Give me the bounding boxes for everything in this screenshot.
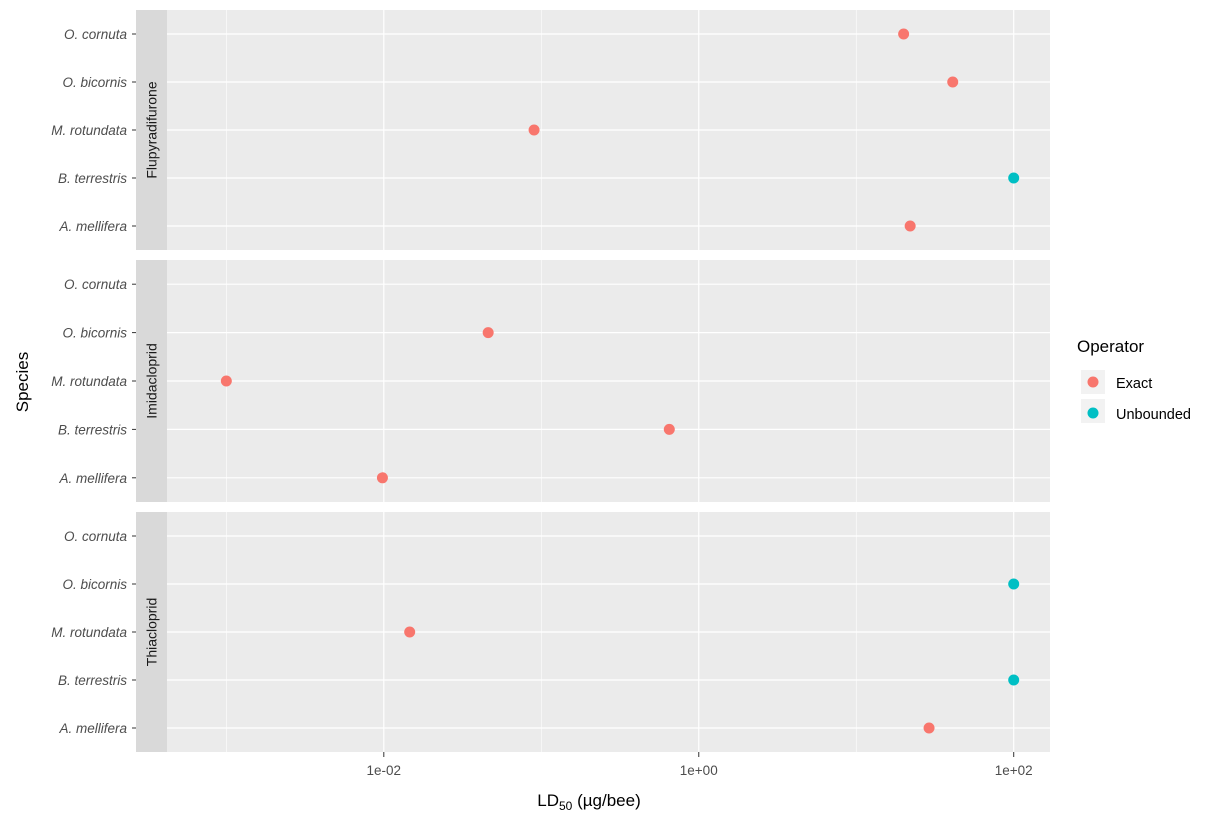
point-thiacloprid-o-bicornis [1008, 578, 1020, 590]
facet-strip-label: Imidacloprid [144, 343, 160, 418]
facet-thiacloprid: O. cornuta O. bicornis M. rotundata B. terr… [51, 512, 1050, 752]
facet-strip-label: Flupyradifurone [144, 81, 160, 178]
y-tick-label: B. terrestris [58, 673, 127, 688]
point-imidacloprid-o-bicornis [482, 327, 494, 339]
point-flupyradifurone-b-terrestris [1008, 172, 1020, 184]
legend-label-exact: Exact [1116, 376, 1152, 392]
y-tick-label: O. bicornis [62, 326, 127, 341]
facet-strip [136, 512, 167, 752]
facet-flupyradifurone: O. cornuta O. bicornis M. rotundata B. terr… [51, 10, 1050, 250]
y-tick-label: M. rotundata [51, 374, 127, 389]
y-tick-label: O. cornuta [64, 529, 128, 544]
y-tick-label: O. bicornis [62, 577, 127, 592]
point-flupyradifurone-a-mellifera [904, 220, 916, 232]
legend: Operator Exact Unbounded [1077, 337, 1191, 423]
y-axis-title: Species [13, 352, 32, 412]
point-thiacloprid-a-mellifera [923, 722, 935, 734]
point-thiacloprid-m-rotundata [404, 626, 416, 638]
legend-swatch-exact [1087, 376, 1099, 388]
legend-swatch-unbounded [1087, 407, 1099, 419]
y-tick-label: B. terrestris [58, 171, 127, 186]
x-axis-title-unit: (µg/bee) [572, 791, 640, 810]
x-axis-title-sub: 50 [559, 799, 573, 813]
y-tick-label: A. mellifera [58, 471, 127, 486]
point-imidacloprid-a-mellifera [376, 472, 388, 484]
point-thiacloprid-b-terrestris [1008, 674, 1020, 686]
y-tick-label: O. cornuta [64, 277, 128, 292]
point-imidacloprid-m-rotundata [220, 375, 232, 387]
point-flupyradifurone-o-cornuta [898, 28, 910, 40]
facet-strip [136, 10, 167, 250]
x-axis-title: LD50 (µg/bee) [537, 791, 640, 813]
legend-title: Operator [1077, 337, 1144, 356]
x-axis-title-main: LD [537, 791, 559, 810]
facet-strip-label: Thiacloprid [144, 598, 160, 666]
x-tick-label: 1e+00 [680, 763, 718, 778]
y-tick-label: A. mellifera [58, 219, 127, 234]
facet-strip [136, 260, 167, 502]
point-flupyradifurone-o-bicornis [947, 76, 959, 88]
y-tick-label: M. rotundata [51, 625, 127, 640]
y-tick-label: B. terrestris [58, 422, 127, 437]
y-tick-label: M. rotundata [51, 123, 127, 138]
point-flupyradifurone-m-rotundata [528, 124, 540, 136]
x-tick-label: 1e+02 [995, 763, 1033, 778]
y-tick-label: O. cornuta [64, 27, 128, 42]
point-imidacloprid-b-terrestris [663, 423, 675, 435]
legend-label-unbounded: Unbounded [1116, 407, 1191, 423]
facet-panels: O. cornuta O. bicornis M. rotundata B. terr… [51, 10, 1050, 778]
facet-imidacloprid: O. cornuta O. bicornis M. rotundata B. terr… [51, 260, 1050, 502]
y-tick-label: A. mellifera [58, 721, 127, 736]
x-axis: 1e-02 1e+00 1e+02 [367, 752, 1033, 778]
x-tick-label: 1e-02 [367, 763, 402, 778]
y-tick-label: O. bicornis [62, 75, 127, 90]
